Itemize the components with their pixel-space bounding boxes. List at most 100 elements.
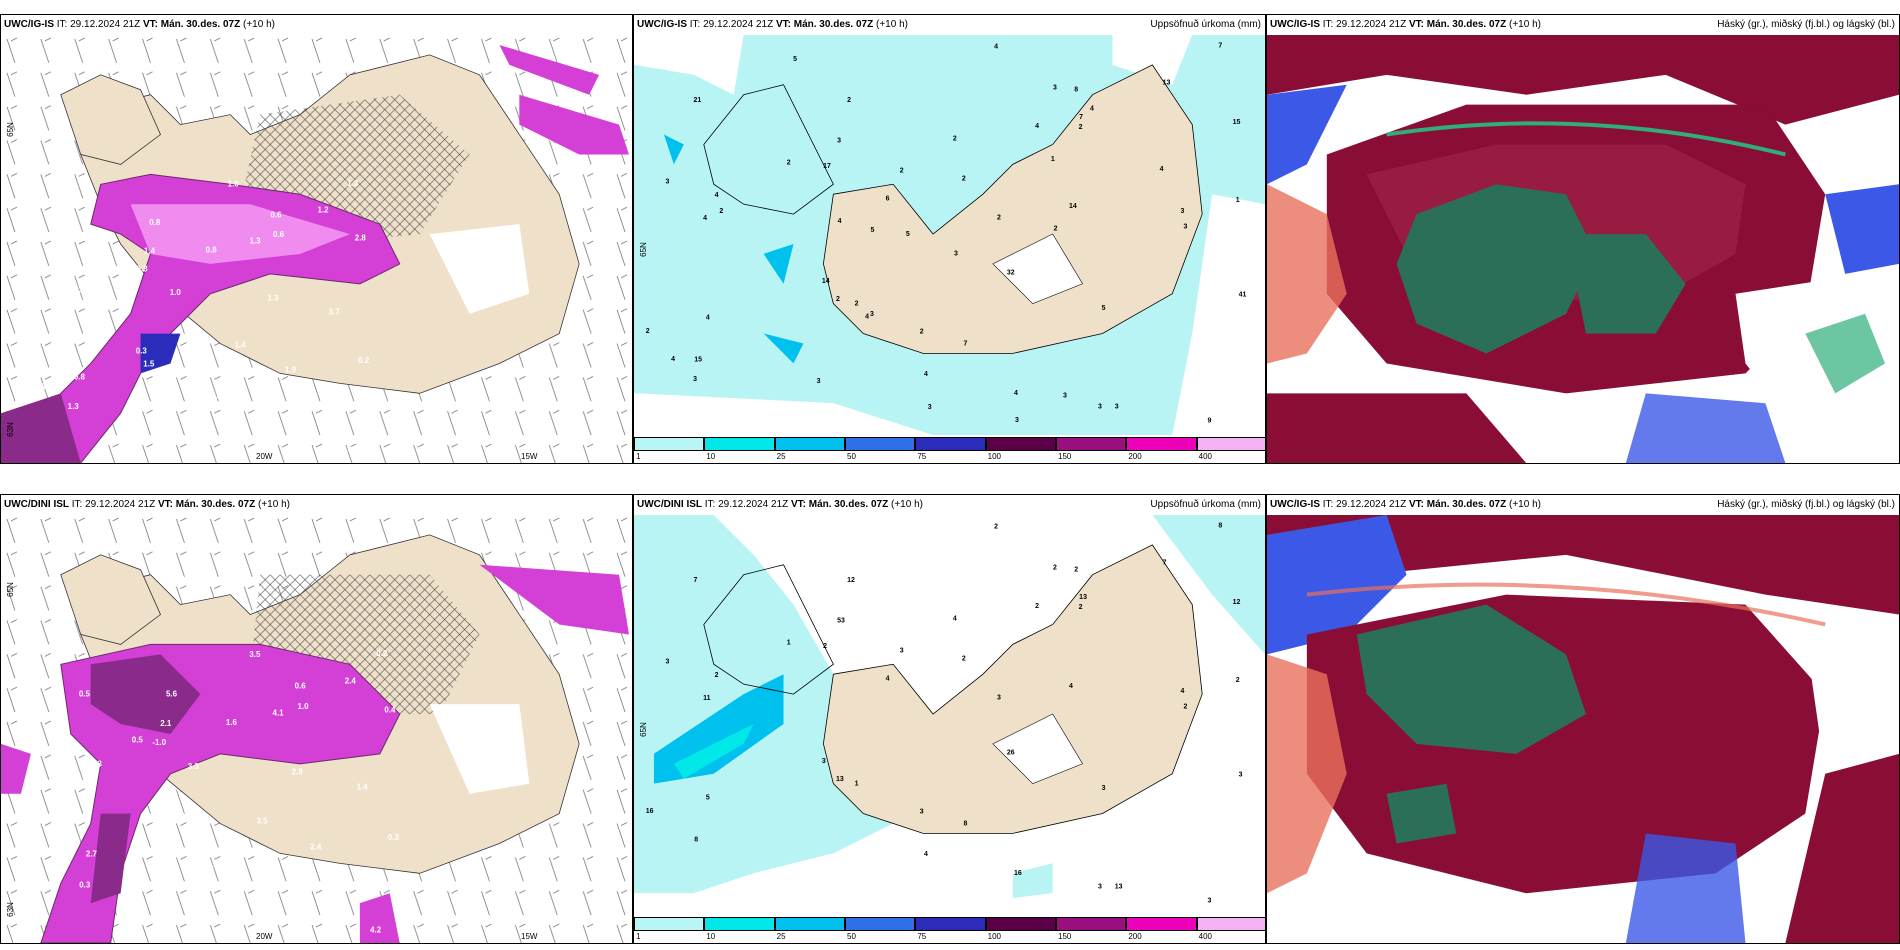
map-value-label: 3 — [822, 758, 826, 765]
map-value-label: 1.2 — [317, 205, 329, 214]
lat-label: 65N — [5, 582, 15, 597]
colorbar-tick: 150 — [1058, 452, 1072, 461]
map-precip[interactable]: 5 4 2 26 7 16 53 13 13 2 11 12 13 8 3 7 8 8 12 4 3 3 2 2 3 4 3 2 1 3 2… — [634, 515, 1265, 915]
map-value-label: 4 — [886, 676, 890, 683]
map-value-label: 2 — [920, 329, 924, 336]
map-precip[interactable]: 4 6 4 32 13 2 3 2 3 4 4 2 7 7 41 21 7 15 15 14 9 5 4 3 3 2 14 17 2 2 8… — [634, 35, 1265, 435]
colorbar-swatch — [634, 917, 705, 931]
lat-label: 63N — [5, 422, 15, 437]
map-value-label: 4 — [1090, 106, 1094, 113]
map-value-label: 1.4 — [318, 915, 330, 924]
map-value-label: 15 — [694, 356, 702, 363]
map-value-label: 7 — [1163, 560, 1167, 567]
lat-label: 63N — [5, 902, 15, 917]
map-value-label: 12 — [1233, 599, 1241, 606]
map-value-label: 2.1 — [232, 869, 244, 878]
map-value-label: 4.2 — [370, 926, 382, 935]
map-value-label: 2 — [836, 296, 840, 303]
colorbar-swatch — [1056, 437, 1127, 451]
map-value-label: 1.3 — [68, 402, 80, 411]
colorbar-swatch — [845, 437, 916, 451]
map-value-label: 0.8 — [206, 245, 218, 254]
map-value-label: 2 — [1184, 703, 1188, 710]
map-value-label: 3 — [1102, 785, 1106, 792]
panel-header: UWC/IG-IS IT: 29.12.2024 21Z VT: Mán. 30… — [637, 19, 908, 30]
map-value-label: 16 — [1014, 870, 1022, 877]
map-value-label: 4 — [1069, 683, 1073, 690]
map-value-label: 2 — [823, 643, 827, 650]
lon-label: 20W — [256, 452, 273, 461]
colorbar-tick: 1 — [636, 452, 641, 461]
map-value-label: 4 — [703, 215, 707, 222]
map-value-label: 7 — [1218, 43, 1222, 50]
map-value-label: 1.0 — [228, 180, 240, 189]
map-value-label: 3 — [1063, 392, 1067, 399]
map-value-label: 2 — [900, 168, 904, 175]
map-clouds[interactable] — [1267, 35, 1899, 463]
map-value-label: 3 — [1180, 208, 1184, 215]
map-value-label: 2 — [994, 523, 998, 530]
map-value-label: 1.4 — [144, 246, 156, 255]
map-value-label: 1.0 — [297, 702, 309, 711]
map-snowfall[interactable]: 0.8 1.0 1.3 1.4 1.2 1.3 1.4 1.5 2.2 1.0 1.1 0.8 0.6 0… — [1, 35, 632, 463]
colorbar-tick: 25 — [776, 452, 786, 461]
map-value-label: 2.7 — [86, 850, 98, 859]
map-value-label: 41 — [1239, 291, 1247, 298]
colorbar-swatch — [774, 917, 845, 931]
map-value-label: 0.3 — [388, 833, 400, 842]
map-value-label: 8 — [694, 836, 698, 843]
map-value-label: 0.5 — [211, 391, 223, 400]
colorbar-tick: 150 — [1058, 932, 1072, 941]
map-value-label: 3 — [1098, 884, 1102, 891]
map-value-label: 13 — [1115, 883, 1123, 890]
map-snowfall[interactable]: 2.7 3.3 4.1 3.5 2.4 1.9 2.1 1.7 1.4 3.5 3.8 5.6 1.0 2… — [1, 515, 632, 943]
map-value-label: 1.6 — [226, 718, 238, 727]
map-value-label: 5 — [793, 56, 797, 63]
panel-header: UWC/DINI ISL IT: 29.12.2024 21Z VT: Mán.… — [637, 499, 923, 510]
colorbar-swatch — [1126, 437, 1197, 451]
map-value-label: 13 — [1079, 594, 1087, 601]
map-value-label: 8 — [964, 821, 968, 828]
panel-top-left: UWC/IG-IS IT: 29.12.2024 21Z VT: Mán. 30… — [0, 14, 633, 464]
lon-label: 15W — [521, 452, 538, 461]
map-value-label: 3 — [1115, 403, 1119, 410]
map-value-label: 3 — [1207, 898, 1211, 905]
map-value-label: 2 — [646, 328, 650, 335]
map-value-label: 7 — [694, 577, 698, 584]
map-value-label: 3 — [666, 178, 670, 185]
panel-top-right: UWC/IG-IS IT: 29.12.2024 21Z VT: Mán. 30… — [1266, 14, 1900, 464]
map-value-label: 0.5 — [132, 735, 144, 744]
colorbar-swatch — [915, 437, 986, 451]
map-value-label: 2 — [997, 214, 1001, 221]
map-clouds[interactable] — [1267, 515, 1899, 943]
map-value-label: 2 — [1079, 124, 1083, 131]
map-value-label: 1.3 — [268, 293, 280, 302]
map-value-label: 16 — [646, 808, 654, 815]
map-value-label: 0.8 — [74, 372, 86, 381]
colorbar-tick: 50 — [847, 932, 856, 941]
map-value-label: 21 — [694, 97, 702, 104]
map-value-label: 0.5 — [207, 860, 219, 869]
map-value-label: 14 — [1069, 203, 1077, 210]
map-value-label: 2 — [1074, 566, 1078, 573]
colorbar-swatch — [845, 917, 916, 931]
map-value-label: 2.3 — [91, 759, 103, 768]
colorbar-tick: 100 — [987, 932, 1002, 941]
colorbar-tick: 75 — [917, 932, 927, 941]
map-value-label: 0.6 — [295, 682, 307, 691]
colorbar-tick: 10 — [706, 452, 716, 461]
map-value-label: 4 — [671, 356, 675, 363]
map-value-label: 1.0 — [170, 288, 182, 297]
map-value-label: 4.2 — [283, 436, 295, 445]
map-value-label: 2.8 — [355, 233, 367, 242]
map-value-label: 2.4 — [345, 677, 357, 686]
map-value-label: 1.7 — [160, 836, 172, 845]
precip-colorbar: 1 10 25 50 75 100 150 200 400 — [634, 915, 1265, 943]
map-value-label: 1.3 — [347, 179, 359, 188]
map-value-label: 2.4 — [341, 446, 353, 455]
colorbar-swatch — [1196, 437, 1265, 451]
map-value-label: 17 — [823, 163, 831, 170]
map-value-label: 1 — [787, 640, 791, 647]
map-value-label: 5 — [1102, 305, 1106, 312]
map-value-label: 3 — [1053, 84, 1057, 91]
